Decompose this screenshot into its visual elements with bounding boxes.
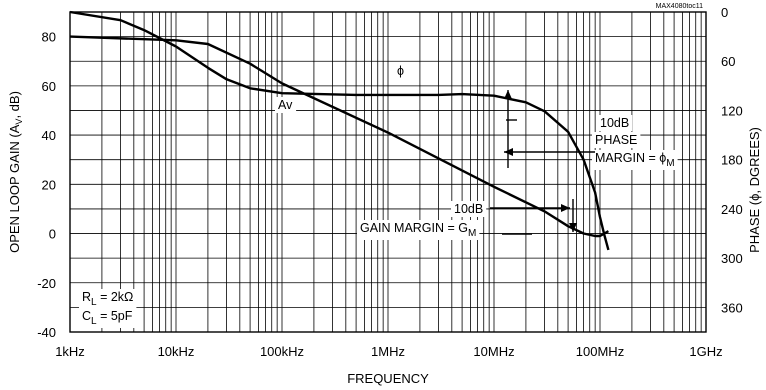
annotation-bg [357, 220, 480, 240]
y-axis-label-post: , dB) [7, 91, 22, 118]
gain-margin-pointer [490, 204, 570, 212]
grid [70, 12, 706, 332]
annotation-main: ϕ [397, 64, 404, 78]
arrow-head [561, 204, 570, 212]
annotation-main: Av [278, 98, 293, 112]
annotation-text: GAIN MARGIN = GM [360, 221, 476, 239]
annotation-sub: L [91, 297, 97, 308]
chart-code: MAX4080toc11 [656, 3, 703, 10]
annotation-av: Av [275, 97, 297, 113]
y-axis-label-pre: OPEN LOOP GAIN (A [7, 124, 22, 253]
annotation-bg [275, 97, 297, 113]
annotation-sub: M [468, 228, 476, 239]
annotation-bg [79, 289, 137, 309]
annotation-phi: ϕ [394, 63, 408, 79]
y2-tick-label: 180 [721, 153, 743, 168]
annotation-cl: CL = 5pF [79, 308, 136, 328]
annotation-text: CL = 5pF [82, 309, 133, 327]
x-tick-label: 100kHz [260, 344, 304, 359]
series-line-phase [69, 10, 610, 251]
annotation-bg [451, 201, 487, 217]
annotation-main: MARGIN = ϕ [595, 151, 666, 165]
curves [69, 10, 610, 251]
y-axis-label: OPEN LOOP GAIN (AV, dB) [7, 91, 24, 253]
y2-tick-label: 240 [721, 202, 743, 217]
annotation-rl: RL = 2kΩ [79, 289, 137, 309]
y-tick-label: -20 [37, 276, 56, 291]
annotation-bg [592, 150, 678, 170]
series-line-gain [69, 35, 610, 238]
y-tick-label: -40 [37, 325, 56, 340]
annotation-post: = 2kΩ [97, 290, 134, 304]
annotation-gm2: GAIN MARGIN = GM [357, 220, 480, 240]
y-tick-label: 40 [42, 128, 56, 143]
labels: 1kHz 10kHz 100kHz 1MHz 10MHz 100MHz 1GHz 80 60 40… [37, 5, 743, 359]
y-tick-label: 20 [42, 177, 56, 192]
x-tick-label: 10MHz [473, 344, 514, 359]
y-axis-label-sub: V [14, 119, 24, 125]
y2-tick-label: 300 [721, 251, 743, 266]
x-tick-label: 1kHz [55, 344, 85, 359]
annotation-sub: M [666, 158, 674, 169]
arrow-head [504, 148, 513, 156]
y-tick-label: 60 [42, 79, 56, 94]
y2-axis-label: PHASE (ϕ, DGREES) [747, 127, 762, 253]
annotation-main: C [82, 309, 91, 323]
annotation-main: R [82, 290, 91, 304]
annotation-pm3: MARGIN = ϕM [592, 150, 678, 170]
annotation-pm2: PHASE [592, 132, 641, 148]
y-tick-label: 80 [42, 30, 56, 45]
annotation-sub: L [91, 316, 97, 327]
annotation-text: PHASE [595, 133, 637, 147]
annotation-text: RL = 2kΩ [82, 290, 133, 308]
annotation-bg [592, 132, 641, 148]
annotation-post: = 5pF [97, 309, 133, 323]
annotation-text: Av [278, 98, 293, 112]
x-tick-label: 1MHz [371, 344, 405, 359]
x-tick-label: 1GHz [689, 344, 722, 359]
x-tick-label: 100MHz [576, 344, 624, 359]
annotation-main: PHASE [595, 133, 637, 147]
y2-tick-label: 360 [721, 300, 743, 315]
arrow-head [569, 223, 577, 232]
annotation-bg [79, 308, 136, 328]
y2-tick-label: 120 [721, 103, 743, 118]
y-tick-label: 0 [49, 227, 56, 242]
annotation-main: GAIN MARGIN = G [360, 221, 468, 235]
y2-tick-label: 0 [721, 5, 728, 20]
gain-margin-arrow-down [569, 199, 577, 232]
x-axis-label: FREQUENCY [347, 371, 429, 386]
annotation-text: MARGIN = ϕM [595, 151, 675, 169]
y2-tick-label: 60 [721, 54, 735, 69]
annotation-text: 10dB [600, 116, 629, 130]
annotation-text: ϕ [397, 64, 404, 78]
annotation-gm1: 10dB [451, 201, 487, 217]
phase-margin-arrow-up [504, 90, 512, 168]
plot-frame [69, 11, 707, 333]
annotation-bg [394, 63, 408, 79]
annotation-text: 10dB [454, 202, 483, 216]
x-tick-label: 10kHz [158, 344, 195, 359]
annotation-pm1: 10dB [597, 115, 633, 131]
phase-margin-pointer [504, 148, 595, 156]
annotation-main: 10dB [600, 116, 629, 130]
arrow-head [504, 90, 512, 99]
annotation-bg [597, 115, 633, 131]
annotation-main: 10dB [454, 202, 483, 216]
